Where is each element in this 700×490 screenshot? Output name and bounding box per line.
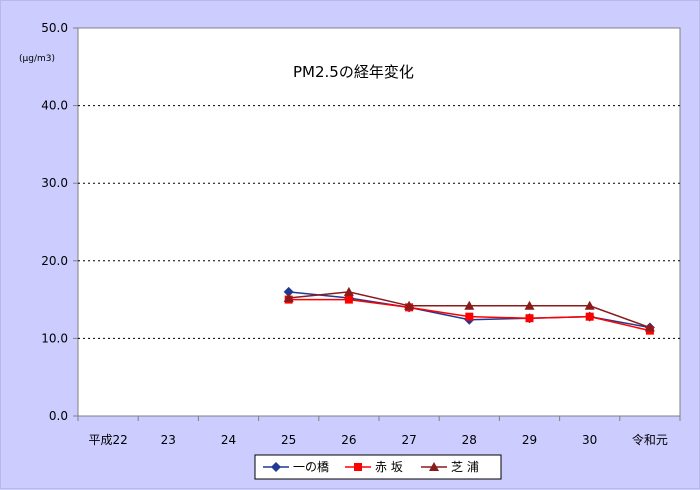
x-tick-label: 28: [462, 433, 477, 447]
legend-marker: [354, 463, 362, 471]
y-tick-label: 0.0: [49, 409, 68, 423]
data-point: [525, 314, 534, 323]
x-tick-label: 26: [341, 433, 356, 447]
data-point: [283, 286, 294, 297]
data-point: [344, 295, 353, 304]
legend-box: [254, 454, 502, 480]
x-tick-label: 25: [281, 433, 296, 447]
x-tick-label: 30: [582, 433, 597, 447]
data-point: [585, 312, 594, 321]
x-tick-label: 27: [401, 433, 416, 447]
x-tick-label: 23: [161, 433, 176, 447]
data-point: [465, 312, 474, 321]
data-point: [404, 300, 415, 310]
data-point: [584, 300, 595, 310]
legend-marker: [429, 462, 439, 471]
x-tick-label: 平成22: [88, 433, 127, 447]
y-tick-label: 50.0: [41, 21, 68, 35]
y-tick-label: 20.0: [41, 254, 68, 268]
series-3: [283, 286, 655, 332]
grid-lines: [78, 105, 680, 339]
x-tick-label: 令和元: [632, 432, 668, 447]
legend-label: 一の橋: [293, 460, 329, 474]
data-point: [343, 286, 354, 296]
y-axis-ticks: 0.0 10.0 20.0 30.0 40.0 50.0: [41, 21, 78, 423]
data-point: [524, 300, 535, 310]
x-tick-label: 24: [221, 433, 236, 447]
legend-label: 赤 坂: [375, 460, 403, 474]
legend: 一の橋 赤 坂 芝 浦: [254, 454, 502, 480]
legend-label: 芝 浦: [451, 459, 479, 474]
data-point: [464, 300, 475, 310]
x-tick-label: 29: [522, 433, 537, 447]
series-group: [283, 286, 655, 335]
chart-title: PM2.5の経年変化: [293, 63, 414, 81]
plot-area: [77, 27, 681, 417]
y-axis-unit: (μg/m3): [19, 54, 55, 64]
legend-marker: [271, 462, 281, 472]
x-axis-ticks: 平成22 23 24 25 26 27 28 29 30 令和元: [77, 416, 681, 447]
y-tick-label: 10.0: [41, 331, 68, 345]
data-point: [283, 293, 294, 303]
data-point: [644, 322, 655, 332]
y-tick-label: 40.0: [41, 99, 68, 113]
y-tick-label: 30.0: [41, 176, 68, 190]
